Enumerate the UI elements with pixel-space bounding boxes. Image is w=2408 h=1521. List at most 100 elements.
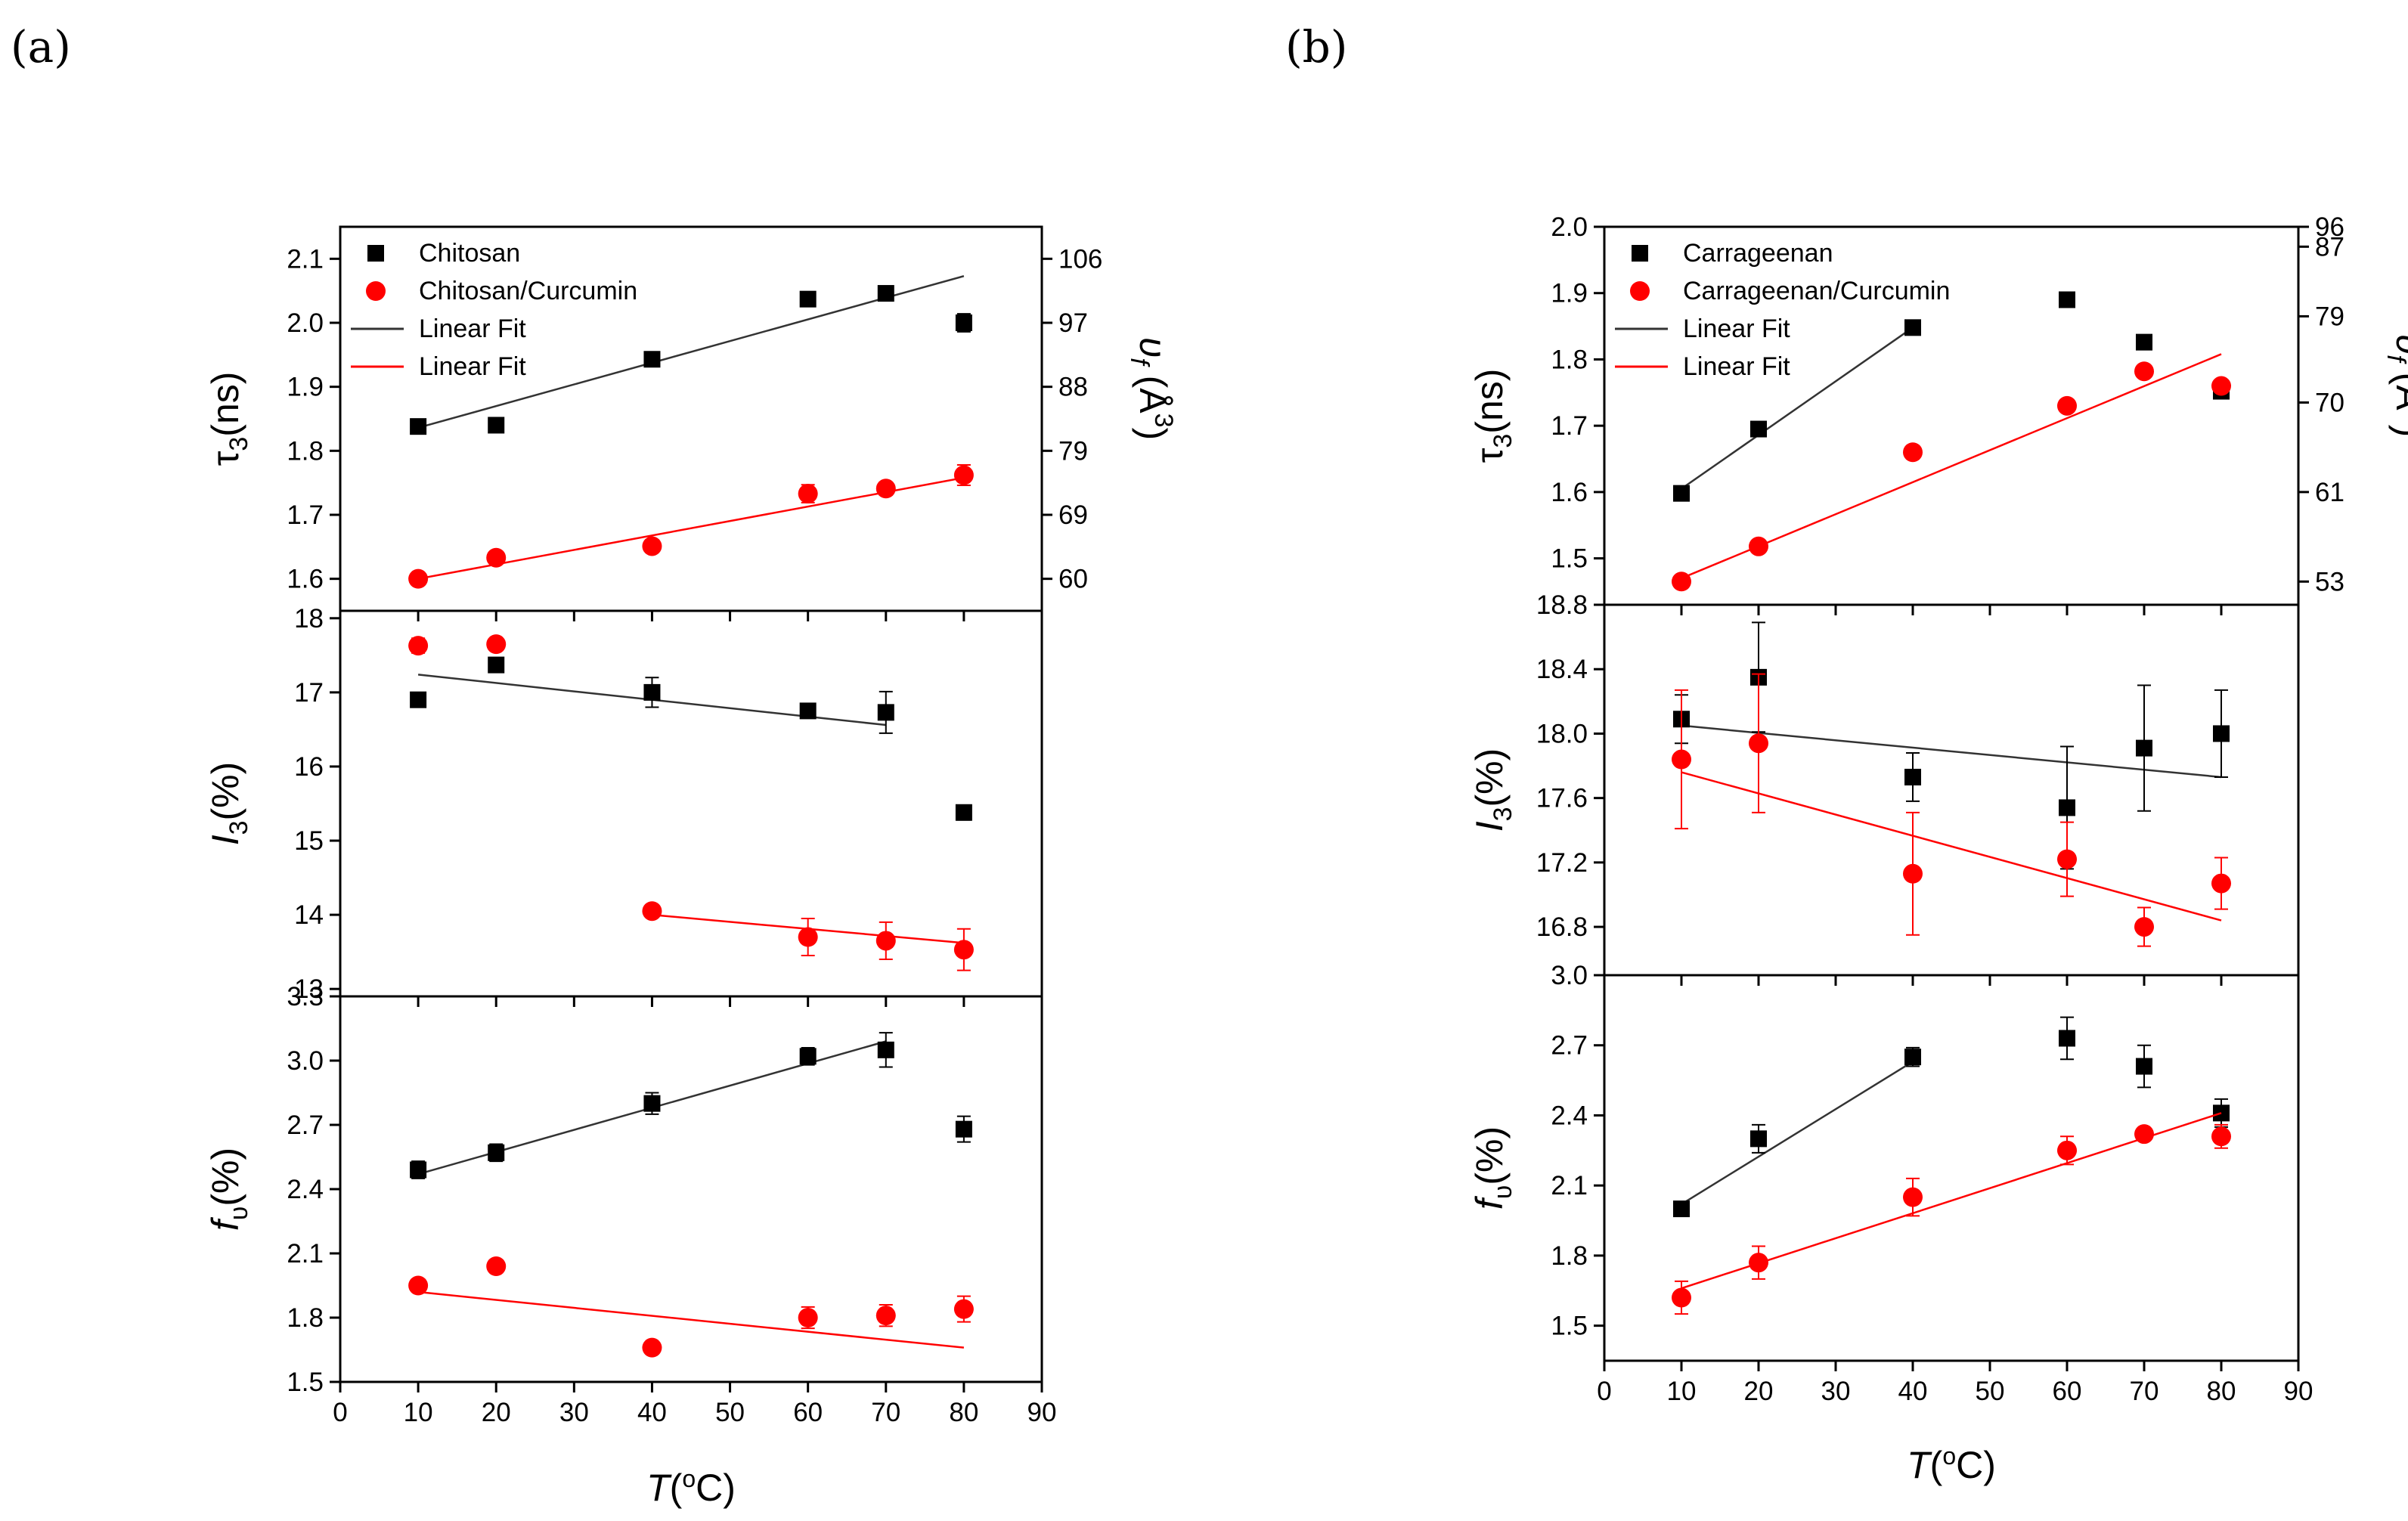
x-tick-label: 70: [2130, 1377, 2159, 1406]
right-tick-label: 61: [2315, 478, 2344, 507]
y-tick-label: 2.0: [1551, 212, 1588, 242]
subplot-I3-frame: [339, 609, 1043, 998]
data-point-chitosan: [488, 417, 505, 434]
y-tick-label: 18: [294, 604, 324, 633]
x-tick-label: 60: [793, 1398, 823, 1427]
y-tick-label: 3.3: [287, 982, 324, 1011]
data-point-carrageenancurcumin: [2211, 1126, 2231, 1147]
x-tick-label: 20: [482, 1398, 511, 1427]
right-axis-label: υf (Å3): [1125, 337, 1178, 440]
data-point-carrageenan: [2059, 1030, 2075, 1047]
y-tick-label: 14: [294, 900, 324, 930]
fit-line-carrageenan: [1681, 1061, 1914, 1205]
data-point-carrageenan: [1750, 420, 1767, 438]
x-tick-label: 30: [1821, 1377, 1851, 1406]
legend-label: Linear Fit: [1683, 314, 1790, 343]
data-point-chitosancurcumin: [953, 940, 974, 960]
data-point-carrageenan: [1750, 1130, 1767, 1148]
x-axis-label: T(oC): [646, 1465, 736, 1509]
right-axis-label: υf (Å3): [2382, 334, 2408, 437]
data-point-carrageenan: [1904, 319, 1921, 336]
y-tick-label: 13: [294, 974, 324, 1004]
data-point-carrageenancurcumin: [1672, 1287, 1691, 1308]
data-point-chitosancurcumin: [642, 536, 662, 556]
y-tick-label: 2.0: [287, 308, 324, 338]
data-point-chitosancurcumin: [486, 1256, 507, 1276]
right-tick-label: 60: [1058, 565, 1088, 594]
data-point-chitosan: [955, 314, 972, 331]
y-tick-label: 1.5: [1551, 1312, 1588, 1341]
data-point-chitosancurcumin: [953, 465, 974, 485]
legend-marker-square: [367, 245, 384, 262]
x-tick-label: 20: [1744, 1377, 1774, 1406]
data-point-carrageenancurcumin: [1749, 733, 1768, 754]
data-point-chitosancurcumin: [408, 1275, 429, 1296]
data-point-carrageenan: [1673, 1200, 1690, 1218]
data-point-chitosancurcumin: [642, 901, 662, 922]
data-point-chitosan: [488, 656, 505, 674]
data-point-chitosan: [488, 1144, 505, 1161]
y-tick-label: 1.9: [1551, 279, 1588, 308]
data-point-chitosan: [877, 704, 894, 721]
data-point-carrageenancurcumin: [1903, 1187, 1923, 1207]
x-tick-label: 50: [715, 1398, 745, 1427]
y-axis-label: I3(%): [204, 762, 253, 846]
data-point-chitosancurcumin: [798, 484, 818, 504]
y-tick-label: 3.0: [1551, 961, 1588, 990]
data-point-chitosancurcumin: [875, 931, 896, 951]
x-tick-label: 60: [2053, 1377, 2082, 1406]
right-tick-label: 70: [2315, 388, 2344, 417]
legend-label: Carrageenan: [1683, 239, 1833, 268]
right-tick-label: 88: [1058, 373, 1088, 402]
data-point-carrageenan: [1904, 1049, 1921, 1066]
y-tick-label: 2.7: [1551, 1031, 1588, 1061]
y-tick-label: 1.8: [287, 436, 324, 466]
right-tick-label: 87: [2315, 232, 2344, 262]
data-point-carrageenancurcumin: [2057, 849, 2077, 869]
data-point-chitosan: [799, 702, 817, 720]
y-tick-label: 16: [294, 752, 324, 782]
y-tick-label: 1.7: [287, 500, 324, 530]
subplot-I3: 16.8 17.2 17.6 18.0 18.4 18.8 I3(%): [1468, 590, 2300, 986]
panel-label-b: (b): [1285, 21, 1347, 73]
data-point-chitosancurcumin: [408, 568, 429, 589]
data-point-chitosancurcumin: [798, 1308, 818, 1327]
subplot-fv: 1.5 1.8 2.1 2.4 2.7 3.0 3.3 0 10 20 30 40 50 60 70 80 90…: [204, 982, 1056, 1427]
right-tick-label: 96: [2315, 212, 2344, 242]
y-tick-label: 2.1: [287, 244, 324, 274]
data-point-carrageenan: [2059, 799, 2075, 816]
fit-line-chitosancurcumin: [417, 1290, 965, 1349]
data-point-chitosan: [410, 418, 427, 435]
legend-label: Chitosan/Curcumin: [419, 277, 637, 305]
y-tick-label: 15: [294, 826, 324, 856]
x-tick-label: 40: [637, 1398, 667, 1427]
fit-line-chitosancurcumin: [417, 476, 965, 580]
legend-label: Linear Fit: [1683, 352, 1790, 381]
y-tick-label: 17.6: [1536, 784, 1588, 813]
data-point-carrageenancurcumin: [2134, 917, 2154, 937]
subplot-I3: 13 14 15 16 17 18 I3(%): [204, 604, 1043, 1007]
legend-label: Carrageenan/Curcumin: [1683, 277, 1950, 305]
y-tick-label: 16.8: [1536, 912, 1588, 942]
data-point-chitosancurcumin: [798, 927, 818, 947]
data-point-carrageenancurcumin: [2211, 873, 2231, 894]
x-axis-label: T(oC): [1907, 1442, 1996, 1486]
data-point-chitosancurcumin: [953, 1299, 974, 1319]
subplot-tau3: 1.6 1.7 1.8 1.9 2.0 2.1 60 69 79 88 97 106 υf (Å3) τ3…: [204, 225, 1178, 621]
data-point-chitosancurcumin: [408, 636, 429, 656]
y-tick-label: 2.7: [287, 1111, 324, 1140]
y-tick-label: 1.6: [1551, 478, 1588, 507]
x-tick-label: 0: [1597, 1377, 1611, 1406]
subplot-I3-frame: [1603, 603, 2300, 977]
legend-marker-circle: [1630, 281, 1650, 301]
y-axis-label: fυ(%): [1468, 1126, 1517, 1210]
legend-marker-square: [1632, 245, 1648, 262]
panel-a: 1.6 1.7 1.8 1.9 2.0 2.1 60 69 79 88 97 106 υf (Å3) τ3…: [204, 225, 1178, 1509]
data-point-chitosan: [643, 351, 661, 368]
data-point-chitosancurcumin: [875, 479, 896, 499]
data-point-carrageenan: [1673, 485, 1690, 502]
legend-label: Linear Fit: [419, 314, 526, 343]
